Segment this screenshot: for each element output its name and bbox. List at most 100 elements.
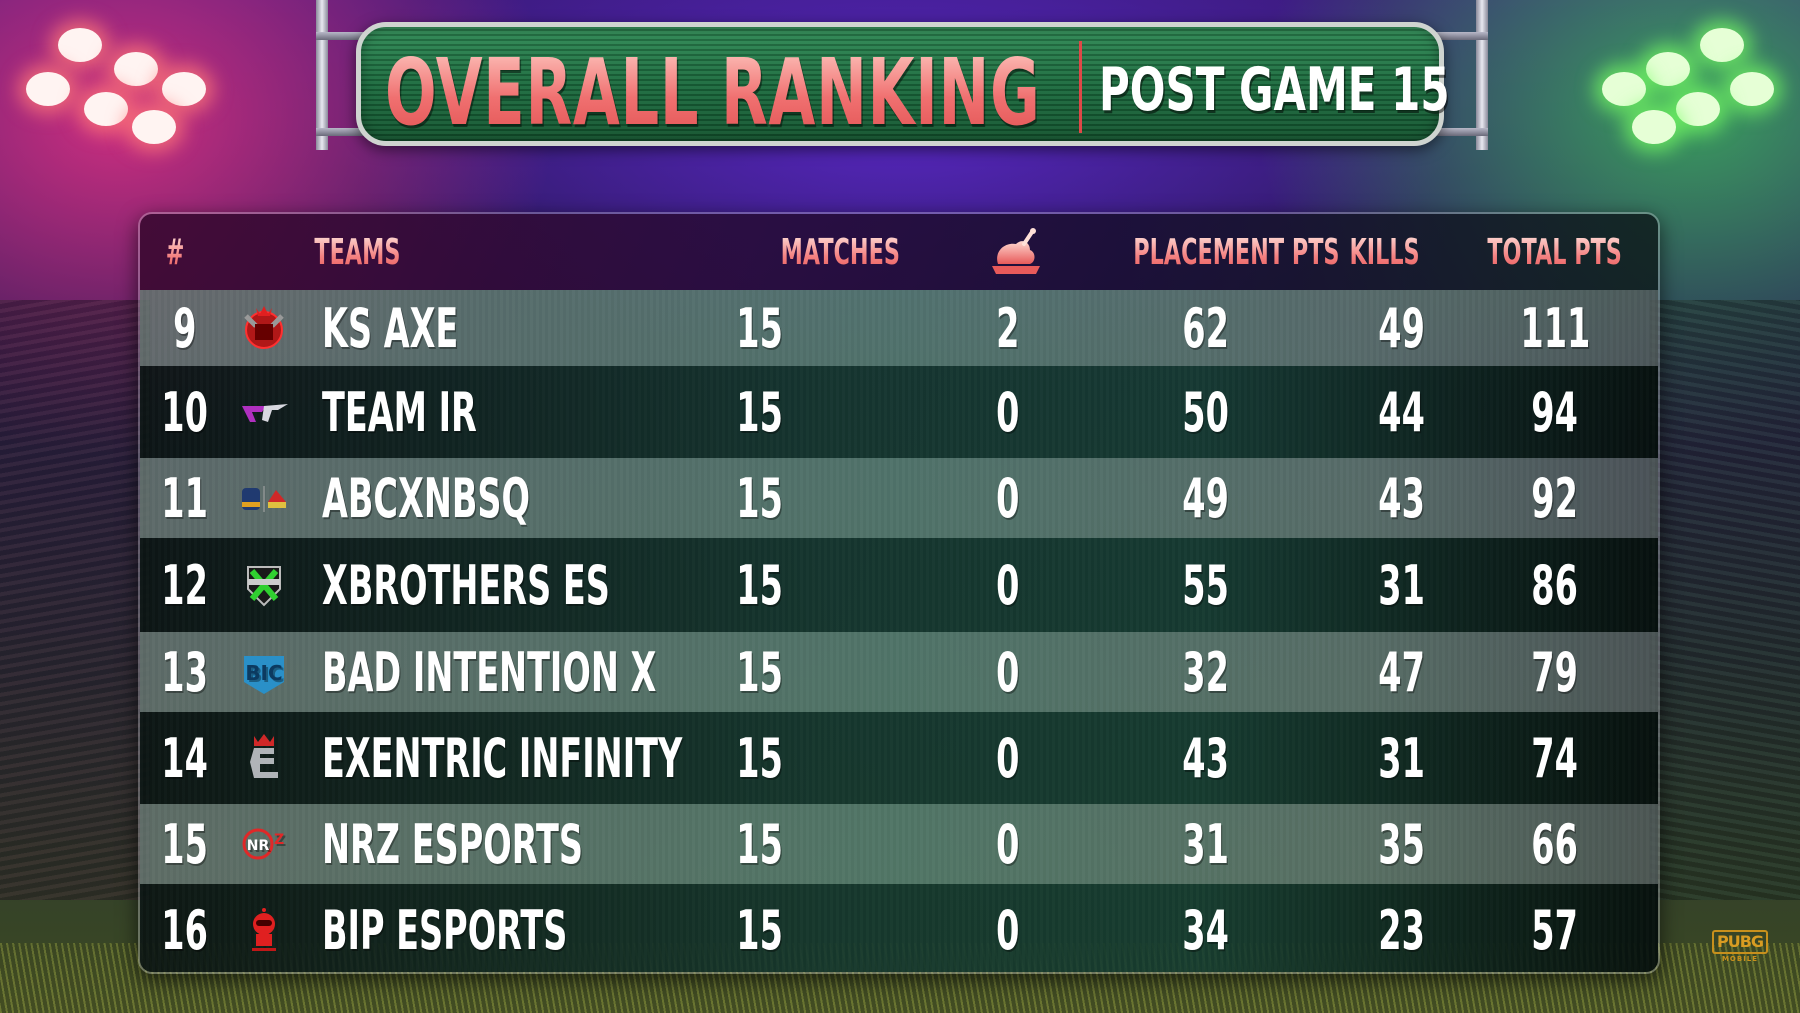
kills-cell: 47 bbox=[1378, 640, 1426, 704]
header-total-pts: TOTAL PTS bbox=[1487, 232, 1622, 273]
light-icon bbox=[1700, 28, 1744, 62]
rank-cell: 13 bbox=[161, 640, 209, 704]
light-icon bbox=[1676, 92, 1720, 126]
xbrothers-logo-icon bbox=[247, 566, 281, 607]
team-logo bbox=[234, 884, 294, 972]
table-row: 9 KS AXE 15 2 62 49 111 bbox=[140, 290, 1658, 366]
kills-cell: 31 bbox=[1378, 553, 1426, 617]
team-name: BAD INTENTION X bbox=[322, 640, 657, 704]
total-cell: 86 bbox=[1531, 553, 1579, 617]
wins-cell: 0 bbox=[996, 380, 1020, 444]
light-icon bbox=[114, 52, 158, 86]
team-name: ABCXNBSQ bbox=[322, 466, 530, 530]
rank-cell: 12 bbox=[161, 553, 209, 617]
header-teams: TEAMS bbox=[314, 232, 401, 273]
table-row: 16 BIP ESPORTS 15 0 34 23 57 bbox=[140, 884, 1658, 972]
wins-cell: 0 bbox=[996, 553, 1020, 617]
rank-cell: 9 bbox=[173, 296, 197, 360]
header-placement-pts: PLACEMENT PTS bbox=[1133, 232, 1340, 273]
total-cell: 111 bbox=[1520, 296, 1590, 360]
matches-cell: 15 bbox=[736, 466, 784, 530]
rank-cell: 10 bbox=[161, 380, 209, 444]
wins-cell: 0 bbox=[996, 640, 1020, 704]
pubg-logo-text: PUBG bbox=[1711, 930, 1769, 954]
matches-cell: 15 bbox=[736, 296, 784, 360]
kills-cell: 23 bbox=[1378, 898, 1426, 962]
wins-cell: 0 bbox=[996, 812, 1020, 876]
kills-cell: 43 bbox=[1378, 466, 1426, 530]
header-kills: KILLS bbox=[1349, 232, 1420, 273]
light-icon bbox=[26, 72, 70, 106]
kills-cell: 35 bbox=[1378, 812, 1426, 876]
placement-cell: 49 bbox=[1182, 466, 1230, 530]
bip-esports-logo-icon bbox=[252, 908, 276, 951]
kills-cell: 49 bbox=[1378, 296, 1426, 360]
exentric-infinity-logo-icon bbox=[250, 734, 278, 778]
team-logo bbox=[234, 712, 294, 804]
team-logo bbox=[234, 538, 294, 632]
rank-cell: 14 bbox=[161, 726, 209, 790]
banner-divider bbox=[1079, 41, 1082, 133]
wins-cell: 0 bbox=[996, 898, 1020, 962]
wins-cell: 0 bbox=[996, 466, 1020, 530]
rank-cell: 16 bbox=[161, 898, 209, 962]
rank-cell: 11 bbox=[161, 466, 209, 530]
table-header: # TEAMS MATCHES PLACEMENT PTS KILLS TOTA… bbox=[140, 214, 1658, 290]
team-logo bbox=[234, 290, 294, 366]
light-icon bbox=[58, 28, 102, 62]
placement-cell: 55 bbox=[1182, 553, 1230, 617]
kills-cell: 31 bbox=[1378, 726, 1426, 790]
total-cell: 74 bbox=[1531, 726, 1579, 790]
svg-text:BIC: BIC bbox=[245, 661, 282, 685]
svg-text:NR: NR bbox=[247, 838, 270, 854]
table-body: 9 KS AXE 15 2 62 49 111 10 bbox=[140, 290, 1658, 972]
rankings-table: # TEAMS MATCHES PLACEMENT PTS KILLS TOTA… bbox=[138, 212, 1660, 974]
light-icon bbox=[84, 92, 128, 126]
placement-cell: 43 bbox=[1182, 726, 1230, 790]
wins-cell: 0 bbox=[996, 726, 1020, 790]
abcxnbsq-logo-icon bbox=[242, 486, 286, 512]
table-row: 15 NR Z NRZ ESPORTS 15 0 31 35 66 bbox=[140, 804, 1658, 884]
table-row: 14 EXENTRIC INFINITY 15 0 43 31 74 bbox=[140, 712, 1658, 804]
matches-cell: 15 bbox=[736, 640, 784, 704]
light-icon bbox=[132, 110, 176, 144]
light-icon bbox=[1646, 52, 1690, 86]
light-icon bbox=[1602, 72, 1646, 106]
team-ir-logo-icon bbox=[242, 404, 288, 422]
matches-cell: 15 bbox=[736, 380, 784, 444]
table-row: 13 BIC BAD INTENTION X 15 0 32 47 79 bbox=[140, 632, 1658, 712]
team-name: BIP ESPORTS bbox=[322, 898, 568, 962]
stadium-crowd-left bbox=[0, 300, 150, 900]
matches-cell: 15 bbox=[736, 553, 784, 617]
pubg-logo-subtext: MOBILE bbox=[1721, 955, 1759, 963]
chicken-dinner-icon bbox=[992, 228, 1040, 274]
ks-axe-logo-icon bbox=[244, 306, 284, 349]
title-banner: OVERALL RANKING POST GAME 15 bbox=[356, 22, 1450, 146]
placement-cell: 31 bbox=[1182, 812, 1230, 876]
pubg-mobile-logo: PUBG MOBILE bbox=[1711, 930, 1769, 976]
team-logo: NR Z bbox=[234, 804, 294, 884]
team-logo bbox=[234, 458, 294, 538]
team-name: KS AXE bbox=[322, 296, 459, 360]
wins-cell: 2 bbox=[996, 296, 1020, 360]
rank-cell: 15 bbox=[161, 812, 209, 876]
table-row: 11 ABCXNBSQ 15 0 49 43 92 bbox=[140, 458, 1658, 538]
team-name: TEAM IR bbox=[322, 380, 477, 444]
team-logo: BIC bbox=[234, 632, 294, 712]
placement-cell: 50 bbox=[1182, 380, 1230, 444]
matches-cell: 15 bbox=[736, 898, 784, 962]
team-name: NRZ ESPORTS bbox=[322, 812, 583, 876]
placement-cell: 32 bbox=[1182, 640, 1230, 704]
team-name: XBROTHERS ES bbox=[322, 553, 610, 617]
light-icon bbox=[1632, 110, 1676, 144]
matches-cell: 15 bbox=[736, 726, 784, 790]
table-row: 12 XBROTHERS ES 15 0 55 31 86 bbox=[140, 538, 1658, 632]
total-cell: 57 bbox=[1531, 898, 1579, 962]
light-icon bbox=[1730, 72, 1774, 106]
total-cell: 94 bbox=[1531, 380, 1579, 444]
bad-intention-logo-icon: BIC bbox=[244, 656, 284, 694]
team-name: EXENTRIC INFINITY bbox=[322, 726, 683, 790]
stadium-crowd-right bbox=[1650, 300, 1800, 900]
svg-text:Z: Z bbox=[274, 832, 284, 848]
page-subtitle: POST GAME 15 bbox=[1099, 55, 1450, 125]
